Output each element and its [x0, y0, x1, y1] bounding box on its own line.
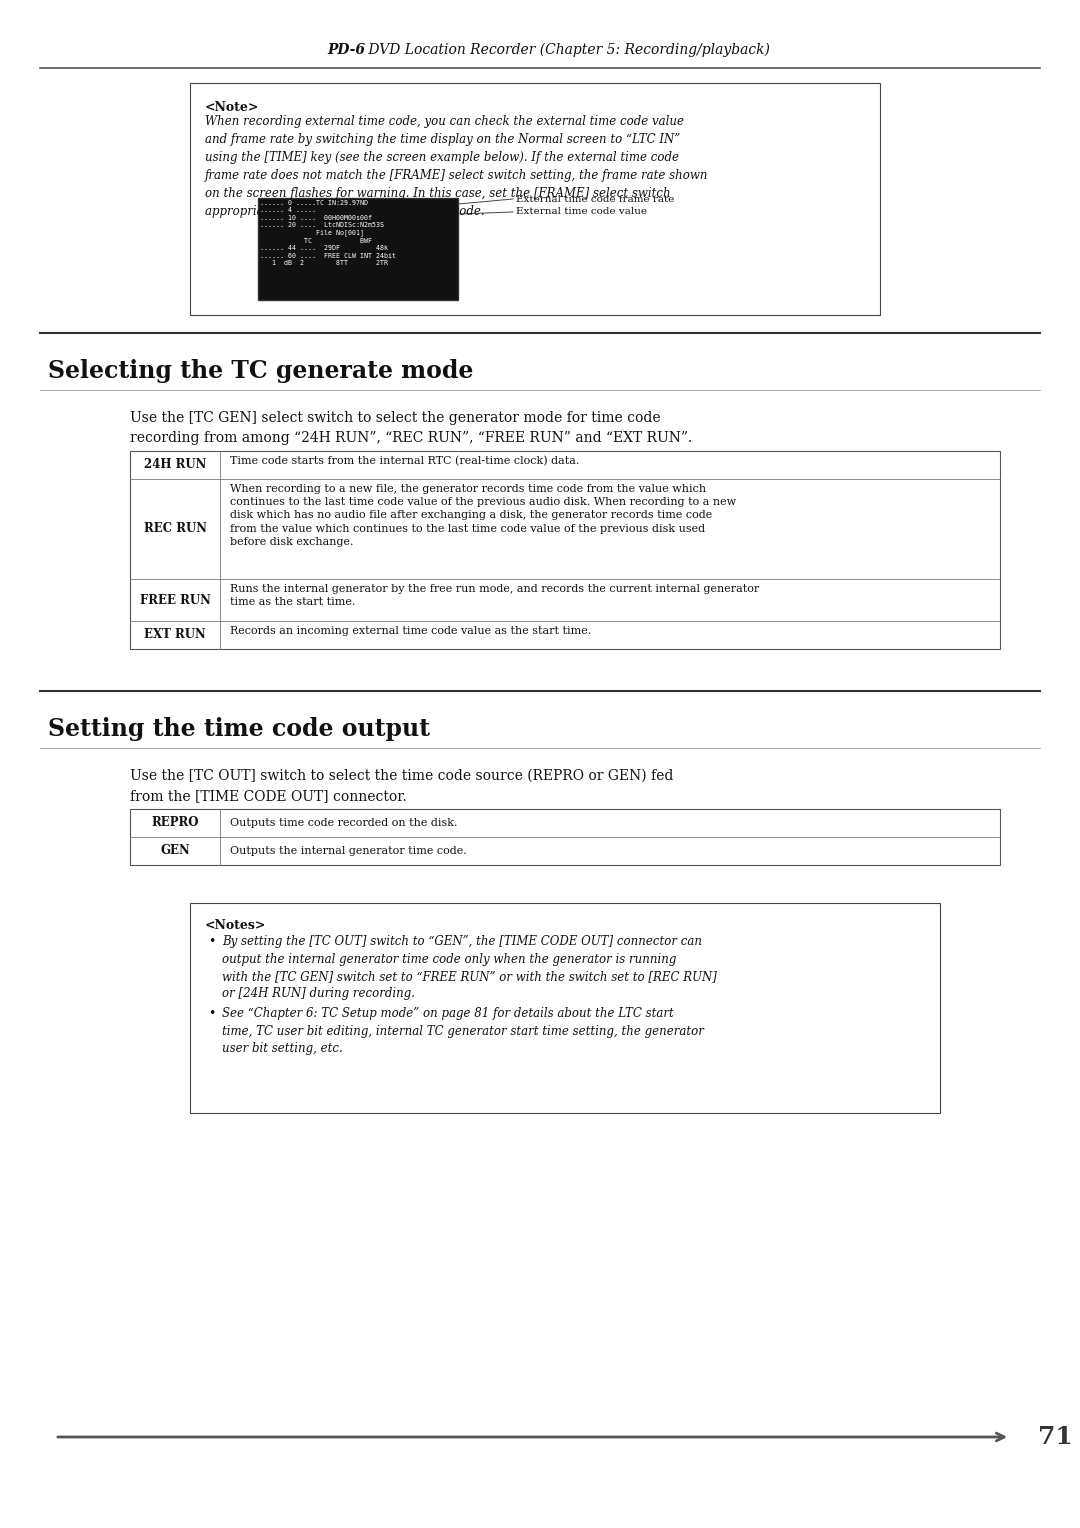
Text: FREE RUN: FREE RUN: [139, 593, 211, 607]
Text: See “Chapter 6: TC Setup mode” on page 81 for details about the LTC start
time, : See “Chapter 6: TC Setup mode” on page 8…: [222, 1007, 704, 1054]
Bar: [190, 83, 880, 315]
Text: REPRO: REPRO: [151, 816, 199, 830]
Text: ...... 0 .....TC IN:29.97ND
...... 4 .....
...... 10 ....  00H00M00s00f
...... 2: ...... 0 .....TC IN:29.97ND ...... 4 ...…: [260, 200, 396, 266]
Text: <Note>: <Note>: [205, 101, 259, 115]
Text: <Notes>: <Notes>: [205, 918, 267, 932]
Text: Outputs the internal generator time code.: Outputs the internal generator time code…: [230, 847, 467, 856]
Text: Use the [TC OUT] switch to select the time code source (REPRO or GEN) fed
from t: Use the [TC OUT] switch to select the ti…: [130, 769, 673, 804]
Text: DVD Location Recorder (Chapter 5: Recording/playback): DVD Location Recorder (Chapter 5: Record…: [364, 43, 770, 57]
Text: Outputs time code recorded on the disk.: Outputs time code recorded on the disk.: [230, 817, 458, 828]
Text: By setting the [TC OUT] switch to “GEN”, the [TIME CODE OUT] connector can
outpu: By setting the [TC OUT] switch to “GEN”,…: [222, 935, 717, 1001]
Text: External time code value: External time code value: [516, 208, 647, 217]
Text: When recording to a new file, the generator records time code from the value whi: When recording to a new file, the genera…: [230, 484, 737, 547]
Text: Selecting the TC generate mode: Selecting the TC generate mode: [48, 359, 473, 384]
Text: Runs the internal generator by the free run mode, and records the current intern: Runs the internal generator by the free …: [230, 584, 759, 607]
Text: 24H RUN: 24H RUN: [144, 458, 206, 472]
Text: When recording external time code, you can check the external time code value
an: When recording external time code, you c…: [205, 115, 708, 219]
Bar: [130, 808, 1000, 865]
Text: Setting the time code output: Setting the time code output: [48, 717, 430, 741]
Text: Records an incoming external time code value as the start time.: Records an incoming external time code v…: [230, 626, 591, 636]
Text: REC RUN: REC RUN: [144, 523, 206, 535]
Bar: [258, 199, 458, 299]
Bar: [190, 903, 940, 1112]
Text: Use the [TC GEN] select switch to select the generator mode for time code
record: Use the [TC GEN] select switch to select…: [130, 411, 692, 445]
Text: •: •: [208, 1007, 215, 1021]
Text: 71: 71: [1038, 1426, 1072, 1449]
Text: EXT RUN: EXT RUN: [144, 628, 206, 642]
Bar: [130, 451, 1000, 649]
Text: Time code starts from the internal RTC (real-time clock) data.: Time code starts from the internal RTC (…: [230, 455, 579, 466]
Text: External time code frame rate: External time code frame rate: [516, 194, 674, 203]
Text: •: •: [208, 935, 215, 947]
Text: GEN: GEN: [160, 845, 190, 857]
Text: PD-6: PD-6: [327, 43, 365, 57]
